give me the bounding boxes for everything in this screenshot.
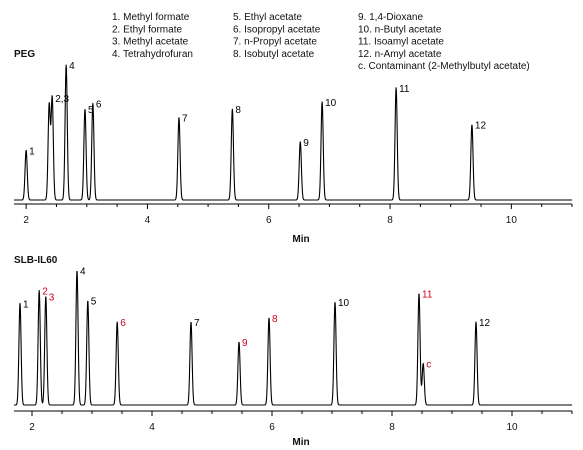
peak-label: 12 [479, 318, 491, 329]
x-tick-label: 10 [506, 215, 518, 226]
peak-label: 7 [194, 318, 200, 329]
legend-item: 2. Ethyl formate [112, 24, 182, 35]
peak-label: 10 [325, 98, 337, 109]
x-tick-label: 8 [387, 215, 393, 226]
peak-label: 10 [338, 298, 350, 309]
legend-item: 5. Ethyl acetate [233, 12, 302, 23]
legend-item: 8. Isobutyl acetate [233, 49, 315, 60]
peak-label: 9 [303, 138, 309, 149]
legend-item: 6. Isopropyl acetate [233, 24, 321, 35]
legend-item: 3. Methyl acetate [112, 37, 189, 48]
legend-item: 9. 1,4-Dioxane [358, 12, 423, 23]
x-axis-title: Min [292, 437, 309, 448]
legend-item: 1. Methyl formate [112, 12, 190, 23]
x-tick-label: 2 [23, 215, 29, 226]
peak-label: 5 [91, 297, 97, 308]
panel-title: PEG [14, 49, 35, 60]
x-tick-label: 10 [506, 422, 518, 433]
peak-label: 7 [182, 114, 188, 125]
peak-label: 12 [475, 121, 487, 132]
peak-label: 2,3 [55, 94, 69, 105]
peak-label: 11 [422, 289, 433, 300]
peak-label: 11 [399, 84, 410, 95]
x-tick-label: 6 [269, 422, 275, 433]
x-tick-label: 4 [145, 215, 151, 226]
x-tick-label: 6 [266, 215, 272, 226]
legend-item: 10. n-Butyl acetate [358, 24, 442, 35]
legend-item: 7. n-Propyl acetate [233, 37, 317, 48]
peak-label: 8 [272, 314, 278, 325]
peak-label: 6 [120, 318, 126, 329]
x-tick-label: 4 [149, 422, 155, 433]
peak-label: 9 [242, 338, 248, 349]
peak-label: 5 [88, 105, 94, 116]
peak-label: 1 [23, 299, 29, 310]
legend-item: 4. Tetrahydrofuran [112, 49, 193, 60]
peak-label: c [426, 360, 431, 371]
peak-label: 6 [96, 99, 102, 110]
panel-title: SLB-IL60 [14, 255, 58, 266]
legend-item: 11. Isoamyl acetate [358, 37, 444, 48]
peak-label: 4 [69, 61, 75, 72]
peak-label: 3 [49, 292, 55, 303]
trace-line [13, 64, 573, 201]
peak-label: 1 [29, 146, 35, 157]
trace-line [13, 270, 573, 406]
peak-label: 4 [80, 267, 86, 278]
x-axis-title: Min [292, 234, 309, 245]
peak-label: 2 [42, 287, 48, 298]
legend-item: 12. n-Amyl acetate [358, 49, 442, 60]
peak-label: 8 [235, 105, 241, 116]
x-tick-label: 8 [389, 422, 395, 433]
x-tick-label: 2 [29, 422, 35, 433]
legend-item: c. Contaminant (2-Methylbutyl acetate) [358, 61, 530, 72]
